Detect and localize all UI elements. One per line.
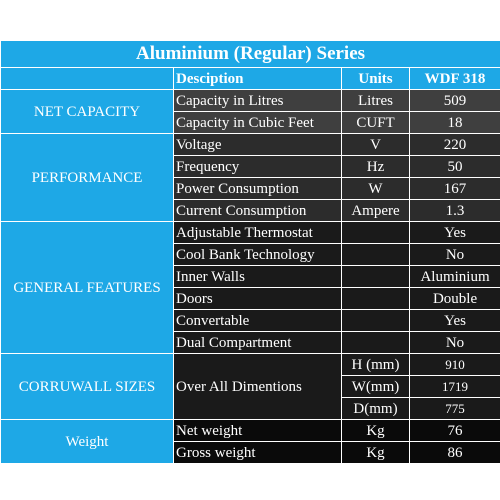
table-row: CORRUWALL SIZES Over All Dimentions H (m…: [0, 353, 500, 420]
row-value: No: [408, 243, 500, 266]
row-value: Double: [408, 287, 500, 310]
table-row: Weight Net weight Kg 76: [0, 419, 500, 464]
section-corruwall-sizes: CORRUWALL SIZES: [0, 353, 174, 420]
row-description: Over All Dimentions: [173, 353, 342, 420]
row-unit: Ampere: [341, 199, 410, 222]
row-unit: [341, 287, 410, 310]
row-unit: Litres: [341, 89, 410, 112]
header-units: Units: [341, 67, 410, 90]
row-value: 775: [408, 397, 500, 420]
row-unit: H (mm): [341, 353, 410, 376]
row-description: Dual Compartment: [173, 331, 342, 354]
table-row: NET CAPACITY Capacity in Litres Litres 5…: [0, 89, 500, 134]
table-row: Current Consumption Ampere 1.3: [1, 199, 500, 222]
table-row: Inner Walls Aluminium: [1, 265, 500, 288]
row-value: 18: [408, 111, 500, 134]
section-performance: PERFORMANCE: [0, 133, 174, 222]
row-description: Capacity in Litres: [173, 89, 342, 112]
row-value: 50: [408, 155, 500, 178]
row-description: Net weight: [173, 419, 342, 442]
row-description: Gross weight: [173, 441, 342, 464]
row-value: 86: [408, 441, 500, 464]
row-value: 76: [408, 419, 500, 442]
row-unit: CUFT: [341, 111, 410, 134]
header-model: WDF 318: [408, 67, 500, 90]
row-description: Power Consumption: [173, 177, 342, 200]
row-description: Convertable: [173, 309, 342, 332]
row-unit: V: [341, 133, 410, 156]
row-value: 167: [408, 177, 500, 200]
header-empty-cell: [0, 67, 174, 90]
row-unit: D(mm): [341, 397, 410, 420]
table-title: Aluminium (Regular) Series: [0, 40, 500, 68]
row-description: Capacity in Cubic Feet: [173, 111, 342, 134]
row-unit: W(mm): [341, 375, 410, 398]
row-unit: [341, 309, 410, 332]
row-value: 1.3: [408, 199, 500, 222]
row-value: 1719: [408, 375, 500, 398]
row-unit: [341, 243, 410, 266]
title-row: Aluminium (Regular) Series: [0, 40, 500, 68]
row-unit: [341, 331, 410, 354]
row-unit: W: [341, 177, 410, 200]
table-row: GENERAL FEATURES Adjustable Thermostat Y…: [0, 221, 500, 354]
table-row: PERFORMANCE Voltage V 220: [0, 133, 500, 222]
header-description: Desciption: [173, 67, 342, 90]
row-unit: [341, 265, 410, 288]
row-value: Aluminium: [408, 265, 500, 288]
row-unit: [341, 221, 410, 244]
row-value: Yes: [408, 309, 500, 332]
row-unit: Kg: [341, 441, 410, 464]
row-description: Frequency: [173, 155, 342, 178]
row-unit: Hz: [341, 155, 410, 178]
row-description: Cool Bank Technology: [173, 243, 342, 266]
row-description: Voltage: [173, 133, 342, 156]
row-value: 509: [408, 89, 500, 112]
row-description: Doors: [173, 287, 342, 310]
table-row: Capacity in Cubic Feet CUFT 18: [1, 111, 500, 134]
row-value: Yes: [408, 221, 500, 244]
section-net-capacity: NET CAPACITY: [0, 89, 174, 134]
row-value: 910: [408, 353, 500, 376]
row-value: No: [408, 331, 500, 354]
table-row: Gross weight Kg 86: [1, 441, 500, 464]
row-description: Adjustable Thermostat: [173, 221, 342, 244]
header-row: Desciption Units WDF 318: [0, 67, 500, 90]
table-row: W(mm) 1719: [1, 375, 500, 398]
row-unit: Kg: [341, 419, 410, 442]
table-row: Convertable Yes: [1, 309, 500, 332]
table-row: Frequency Hz 50: [1, 155, 500, 178]
specification-table: Aluminium (Regular) Series Desciption Un…: [0, 40, 500, 464]
table-row: Cool Bank Technology No: [1, 243, 500, 266]
row-description: Inner Walls: [173, 265, 342, 288]
row-description: Current Consumption: [173, 199, 342, 222]
row-value: 220: [408, 133, 500, 156]
section-general-features: GENERAL FEATURES: [0, 221, 174, 354]
section-weight: Weight: [0, 419, 174, 464]
